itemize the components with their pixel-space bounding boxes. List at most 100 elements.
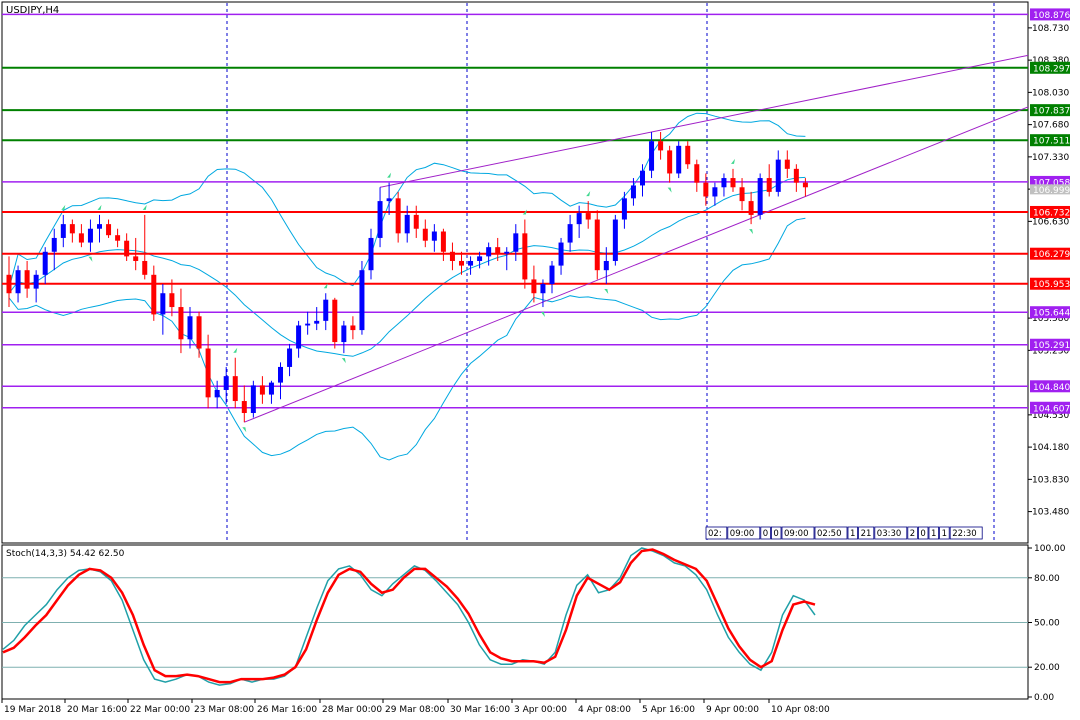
stochastic-title: Stoch(14,3,3) 54.42 62.50 (6, 549, 125, 559)
candle-body (250, 385, 256, 414)
candle-body (323, 299, 329, 321)
trend-line-upper[interactable] (379, 54, 1029, 188)
band-line (8, 217, 806, 461)
time-box-text: 09:00 (784, 529, 809, 539)
time-box-text: 1 (850, 529, 855, 539)
y-tick-label: 107.330 (1032, 153, 1069, 163)
time-box: 02: 09:00 0 0 09:00 02:50 1 21 03:30 2 0 1 1 22:30 (705, 526, 983, 540)
candle-body (440, 231, 446, 252)
x-tick-label: 30 Mar 16:00 (450, 705, 510, 715)
candle-body (241, 401, 247, 414)
candle-body (287, 348, 293, 367)
fractal-up-marker (97, 204, 102, 210)
level-price-text: 105.953 (1033, 280, 1070, 290)
candle-body (232, 376, 238, 402)
candle-body (449, 251, 455, 261)
level-price-tag: 107.511 (1030, 134, 1070, 147)
time-box-cell (858, 526, 875, 540)
price-panel[interactable] (1, 1, 1029, 544)
horizontal-levels[interactable] (2, 13, 1028, 409)
candle-body (640, 170, 645, 186)
candle-body (33, 274, 39, 289)
candle-body (676, 145, 682, 174)
level-price-labels: 108.876 108.297 107.837 107.511 107.058 106.7… (1030, 8, 1070, 414)
candle-body (377, 201, 383, 238)
time-box-cell (781, 526, 815, 540)
candle-body (504, 251, 510, 254)
y-tick-label: 104.530 (1032, 411, 1069, 421)
stochastic-oscillator (2, 547, 1028, 686)
candle-body (694, 164, 700, 183)
candle-body (97, 224, 102, 229)
current-price-text: 106.999 (1033, 186, 1070, 196)
candle-body (368, 237, 374, 271)
time-box-cell (771, 526, 782, 540)
candle-body (133, 256, 139, 261)
x-tick-label: 5 Apr 16:00 (642, 705, 695, 715)
time-box-text: 1 (931, 529, 936, 539)
candle-body (748, 201, 754, 215)
time-box-cell (928, 526, 940, 540)
candle-body (350, 325, 356, 331)
level-price-text: 104.607 (1033, 404, 1070, 414)
candle-body (422, 228, 428, 241)
candle-body (603, 260, 609, 271)
level-price-tag: 108.876 (1030, 8, 1070, 21)
trend-line-lower[interactable] (244, 106, 1029, 423)
candle-body (205, 348, 211, 398)
stoch-signal-line (2, 548, 816, 684)
candle-body (332, 299, 338, 343)
stoch-tick-label: 0.00 (1034, 693, 1054, 703)
level-price-text: 104.840 (1033, 383, 1070, 393)
candle-body (305, 323, 311, 326)
fractal-markers (61, 158, 754, 433)
candle-body (314, 320, 320, 324)
time-box-cell (939, 526, 950, 540)
candle-body (739, 187, 745, 202)
level-price-tag: 104.840 (1030, 380, 1070, 393)
time-box-cell (814, 526, 848, 540)
candle-body (223, 376, 229, 390)
time-box-cell (705, 526, 728, 540)
candle-body (178, 307, 184, 340)
candle-body (658, 141, 664, 151)
candle-body (802, 182, 808, 188)
time-box-text: 0 (773, 529, 778, 539)
time-axis: 19 Mar 2018 20 Mar 16:00 22 Mar 00:00 23 Ma… (1, 699, 830, 715)
stoch-tick-label: 100.00 (1034, 544, 1066, 554)
fractal-down-marker (540, 312, 545, 318)
candle-body (160, 293, 166, 315)
candle-body (278, 366, 283, 383)
candle-body (51, 237, 57, 252)
fractal-up-marker (522, 209, 527, 215)
stoch-tick-label: 80.00 (1034, 574, 1060, 584)
candle-body (784, 159, 790, 169)
candle-body (259, 385, 265, 395)
time-box-text: 09:00 (730, 529, 755, 539)
level-price-text: 105.644 (1033, 309, 1070, 319)
level-price-text: 106.732 (1033, 208, 1070, 218)
time-box-text: 02: (708, 529, 722, 539)
y-tick-label: 103.830 (1032, 475, 1069, 485)
x-tick-label: 4 Apr 08:00 (578, 705, 631, 715)
time-box-cell (918, 526, 929, 540)
trend-lines[interactable] (244, 54, 1029, 423)
candle-body (42, 251, 48, 275)
time-box-text: 0 (763, 529, 768, 539)
candle-body (576, 213, 582, 225)
stoch-tick-label: 20.00 (1034, 663, 1060, 673)
x-tick-label: 9 Apr 00:00 (706, 705, 759, 715)
candle-body (667, 150, 673, 174)
time-box-cell (907, 526, 918, 540)
fractal-up-marker (233, 347, 238, 353)
fractal-down-marker (749, 229, 754, 235)
y-tick-label: 103.480 (1032, 508, 1069, 518)
candle-body (124, 240, 130, 257)
bollinger-bands (8, 112, 806, 461)
candle-body (549, 265, 555, 285)
time-box-text: 03:30 (877, 529, 902, 539)
candle-body (730, 178, 736, 188)
candle-body (495, 247, 501, 254)
candle-body (766, 178, 772, 192)
